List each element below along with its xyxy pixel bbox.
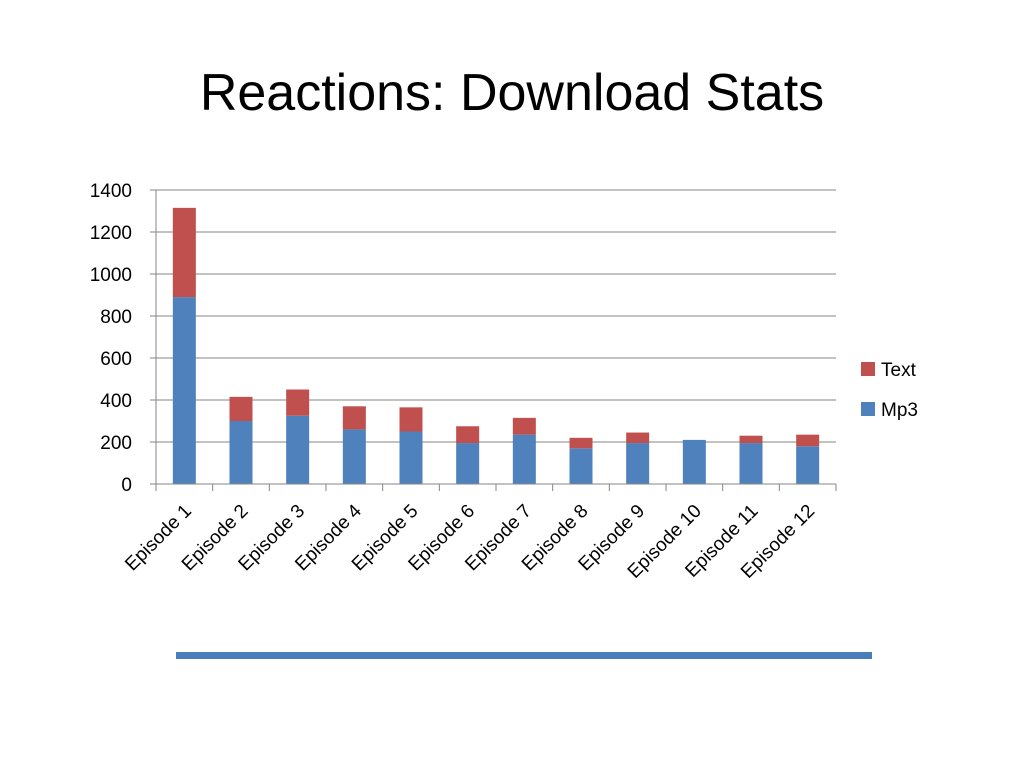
bar-mp3-12 <box>796 446 820 484</box>
bar-mp3-10 <box>682 439 706 484</box>
bar-text-5 <box>399 407 423 432</box>
slide-title: Reactions: Download Stats <box>199 64 825 122</box>
bar-mp3-2 <box>229 421 253 484</box>
y-tick-label: 400 <box>100 391 132 412</box>
bar-mp3-8 <box>569 448 593 484</box>
bar-mp3-7 <box>512 434 536 484</box>
y-tick-label: 200 <box>100 433 132 454</box>
y-tick-label: 800 <box>100 307 132 328</box>
bar-mp3-1 <box>172 297 196 484</box>
legend-label-text: Text <box>881 360 917 381</box>
y-tick-label: 1000 <box>90 265 132 286</box>
y-tick-label: 1200 <box>90 223 132 244</box>
legend-swatch-text <box>861 362 875 376</box>
y-tick-label: 0 <box>121 475 132 496</box>
bar-text-2 <box>229 396 253 421</box>
bar-mp3-6 <box>456 443 480 484</box>
legend-swatch-mp3 <box>861 402 875 416</box>
bar-text-3 <box>286 389 310 416</box>
legend-label-mp3: Mp3 <box>881 400 918 421</box>
bar-text-11 <box>739 435 763 444</box>
bar-mp3-4 <box>342 429 366 484</box>
bar-text-12 <box>796 434 820 447</box>
bar-text-8 <box>569 437 593 449</box>
y-tick-label: 600 <box>100 349 132 370</box>
y-tick-label: 1400 <box>90 181 132 202</box>
legend: Text Mp3 <box>861 360 918 421</box>
bar-text-7 <box>512 417 536 435</box>
gridlines <box>156 189 836 443</box>
bar-mp3-5 <box>399 431 423 484</box>
axes <box>150 189 837 491</box>
bar-text-9 <box>626 432 650 444</box>
bar-text-6 <box>456 426 480 444</box>
bar-mp3-3 <box>286 415 310 484</box>
y-tick-labels: 0 200 400 600 800 1000 1200 1400 <box>90 181 132 496</box>
bars <box>172 207 820 484</box>
accent-rule <box>176 652 872 659</box>
bar-mp3-11 <box>739 443 763 484</box>
bar-text-4 <box>342 406 366 430</box>
bar-mp3-9 <box>626 443 650 484</box>
bar-text-1 <box>172 207 196 298</box>
